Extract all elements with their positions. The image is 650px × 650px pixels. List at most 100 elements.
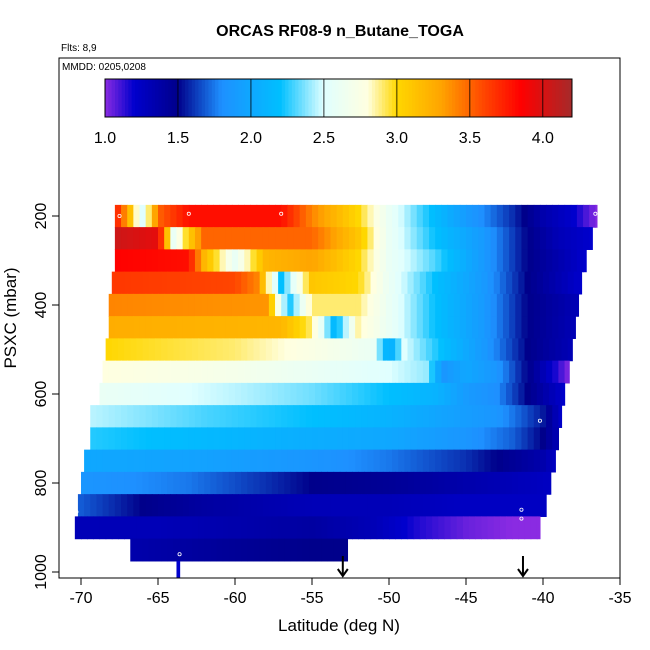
heatmap-cell [450,382,458,406]
heatmap-cell [339,538,347,562]
heatmap-cell [124,382,131,406]
heatmap-cell [114,316,122,339]
heatmap-cell [244,227,251,250]
heatmap-cell [564,316,572,339]
heatmap-cell [315,471,322,495]
heatmap-cell [336,494,344,517]
heatmap-cell [524,271,532,295]
heatmap-cell [241,471,248,495]
heatmap-cell [478,293,486,317]
heatmap-cell [527,249,535,273]
heatmap-cell [139,249,147,273]
heatmap-cell [543,338,550,362]
heatmap-cell [521,494,529,517]
heatmap-cell [321,516,328,540]
heatmap-cell [219,449,227,473]
heatmap-cell [121,360,128,384]
heatmap-cell [521,449,529,473]
heatmap-cell [564,293,572,317]
colorbar-segment [455,79,460,117]
heatmap-cell [462,382,470,406]
heatmap-cell [256,494,264,517]
heatmap-cell [336,204,344,228]
heatmap-cell [407,516,415,540]
colorbar-segment [195,79,199,117]
heatmap-cell [478,405,486,428]
heatmap-cell [139,360,147,384]
colorbar-segment [358,79,363,117]
heatmap-cell [438,338,446,362]
heatmap-cell [213,449,221,473]
heatmap-cell [336,227,344,250]
heatmap-cell [290,382,298,406]
colorbar-segment [558,79,563,117]
heatmap-cell [194,316,202,339]
colorbar-segment [348,79,353,117]
heatmap-cell [589,227,593,250]
heatmap-cell [552,204,559,228]
heatmap-cell [210,271,218,295]
heatmap-cell [296,471,304,495]
heatmap-cell [250,427,258,451]
heatmap-cell [435,449,442,473]
heatmap-cell [555,271,563,295]
heatmap-cell [425,516,433,540]
colorbar-segment [445,79,450,117]
heatmap-cell [459,494,467,517]
heatmap-cell [275,360,282,384]
heatmap-cell [201,293,208,317]
heatmap-cell [145,316,153,339]
heatmap-cell [204,271,211,295]
heatmap-cell [336,449,344,473]
heatmap-cell [429,227,436,250]
heatmap-cell [330,494,338,517]
heatmap-cell [262,405,270,428]
heatmap-cell [259,471,267,495]
heatmap-cell [361,316,369,339]
heatmap-cell [509,360,516,384]
heatmap-cell [133,204,141,228]
heatmap-cell [231,405,239,428]
colorbar-segment [565,79,570,117]
colorbar-tick-label: 3.5 [459,130,481,147]
heatmap-cell [355,405,362,428]
heatmap-cell [121,427,128,451]
colorbar-segment [105,79,109,117]
heatmap-cell [145,249,153,273]
heatmap-cell [509,494,516,517]
heatmap-cell [188,405,196,428]
heatmap-cell [490,249,498,273]
heatmap-cell [219,427,227,451]
heatmap-cell [268,204,276,228]
heatmap-cell [121,316,128,339]
heatmap-cell [133,227,141,250]
heatmap-cell [201,249,208,273]
heatmap-cell [114,293,122,317]
heatmap-cell [256,360,264,384]
heatmap-cell [262,316,270,339]
colorbar-segment [415,79,420,117]
colorbar-segment [441,79,446,117]
heatmap-cell [370,516,378,540]
heatmap-cell [124,338,131,362]
heatmap-cell [188,360,196,384]
heatmap-cell [188,494,196,517]
heatmap-cell [466,316,473,339]
heatmap-cell [275,494,282,517]
heatmap-cell [231,360,239,384]
heatmap-cell [416,494,424,517]
heatmap-cell [407,471,415,495]
heatmap-cell [142,271,150,295]
heatmap-cell [552,405,559,428]
heatmap-cell [466,405,473,428]
heatmap-cell [425,471,433,495]
heatmap-cell [250,204,258,228]
heatmap-cell [395,382,402,406]
colorbar-segment [225,79,229,117]
heatmap-cell [216,338,224,362]
heatmap-cell [484,494,492,517]
heatmap-cell [348,227,356,250]
heatmap-cell [204,338,211,362]
heatmap-cell [321,471,328,495]
heatmap-cell [253,538,261,562]
